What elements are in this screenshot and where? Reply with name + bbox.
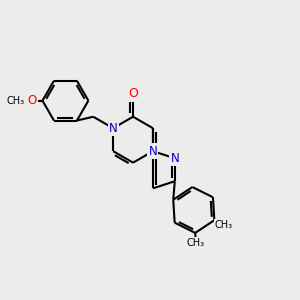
Text: O: O	[28, 94, 37, 107]
Text: O: O	[128, 87, 138, 100]
Text: N: N	[109, 122, 118, 135]
Text: CH₃: CH₃	[187, 238, 205, 248]
Text: CH₃: CH₃	[7, 96, 25, 106]
Text: N: N	[148, 145, 157, 158]
Text: CH₃: CH₃	[214, 220, 232, 230]
Text: N: N	[170, 152, 179, 165]
